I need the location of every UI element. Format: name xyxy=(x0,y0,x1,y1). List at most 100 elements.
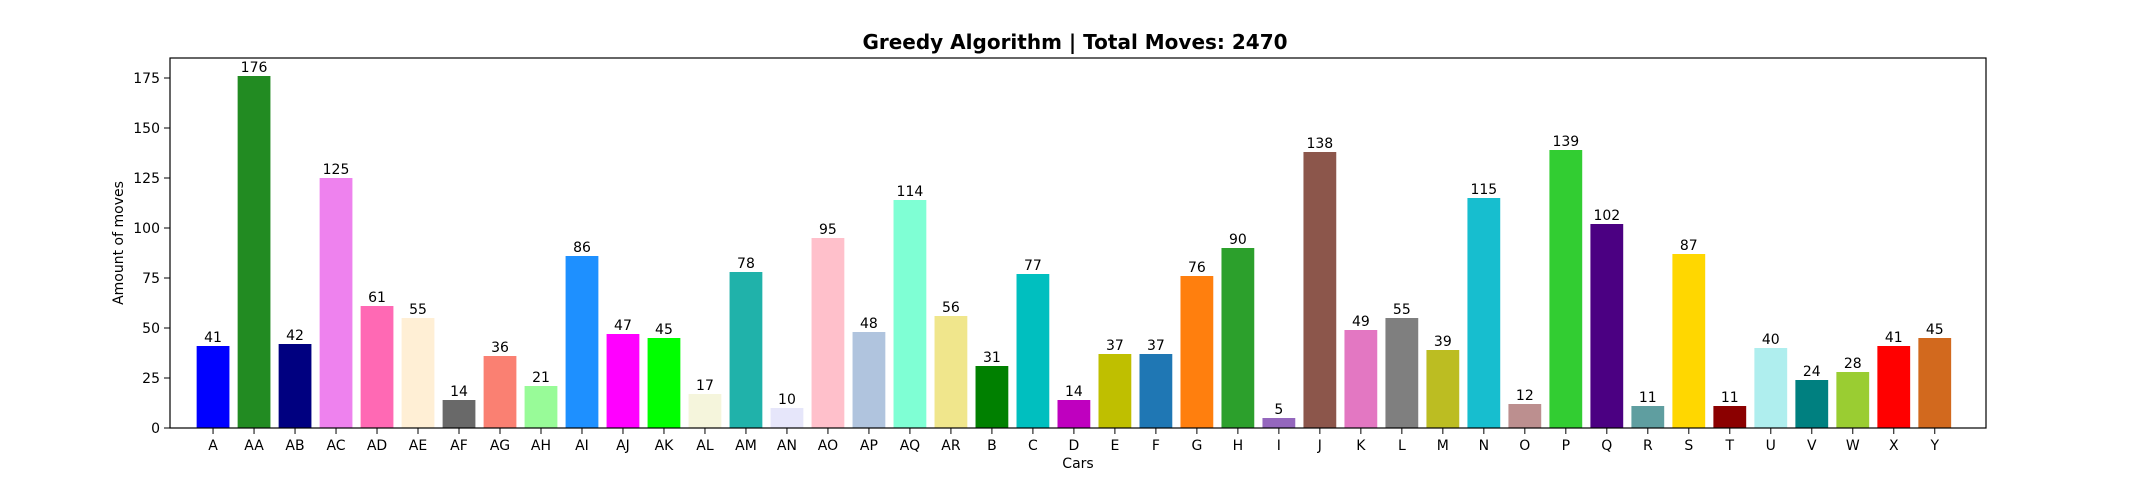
y-tick-label: 50 xyxy=(142,321,160,337)
plot-frame xyxy=(169,57,1987,429)
bar-y xyxy=(1918,338,1952,428)
data-label-ar: 56 xyxy=(942,300,960,316)
bar-k xyxy=(1344,330,1378,428)
bar-am xyxy=(729,272,763,428)
x-tick-label-ak: AK xyxy=(655,438,675,454)
bar-q xyxy=(1590,224,1624,428)
y-tick-label: 100 xyxy=(133,221,160,237)
bar-ar xyxy=(934,316,968,428)
bar-w xyxy=(1836,372,1870,428)
data-label-x: 41 xyxy=(1885,330,1903,346)
x-tick-label-ac: AC xyxy=(326,438,345,454)
bar-n xyxy=(1467,198,1501,428)
bar-ad xyxy=(360,306,394,428)
data-label-i: 5 xyxy=(1274,402,1283,418)
data-label-al: 17 xyxy=(696,378,714,394)
y-tick-label: 75 xyxy=(142,271,160,287)
data-label-k: 49 xyxy=(1352,314,1370,330)
chart-title: Greedy Algorithm | Total Moves: 2470 xyxy=(862,30,1287,54)
bars-group xyxy=(196,76,1952,428)
y-tick-label: 25 xyxy=(142,371,160,387)
x-tick-label-ar: AR xyxy=(941,438,961,454)
x-tick-label-k: K xyxy=(1356,438,1366,454)
bar-ae xyxy=(401,318,435,428)
data-label-l: 55 xyxy=(1393,302,1411,318)
data-label-a: 41 xyxy=(204,330,222,346)
data-label-u: 40 xyxy=(1762,332,1780,348)
data-label-o: 12 xyxy=(1516,388,1534,404)
bar-ai xyxy=(565,256,599,428)
x-axis-label: Cars xyxy=(1062,456,1093,472)
bar-v xyxy=(1795,380,1829,428)
data-label-aa: 176 xyxy=(241,60,268,76)
data-label-h: 90 xyxy=(1229,232,1247,248)
data-label-ad: 61 xyxy=(368,290,386,306)
data-label-ao: 95 xyxy=(819,222,837,238)
x-tick-label-e: E xyxy=(1110,438,1119,454)
data-label-j: 138 xyxy=(1306,136,1333,152)
x-tick-label-am: AM xyxy=(735,438,757,454)
bar-af xyxy=(442,400,476,428)
data-label-p: 139 xyxy=(1552,134,1579,150)
data-label-ae: 55 xyxy=(409,302,427,318)
data-label-aj: 47 xyxy=(614,318,632,334)
data-label-ak: 45 xyxy=(655,322,673,338)
x-tick-label-g: G xyxy=(1191,438,1202,454)
x-tick-label-j: J xyxy=(1317,438,1322,454)
x-tick-label-aq: AQ xyxy=(900,438,920,454)
x-tick-label-aa: AA xyxy=(244,438,264,454)
x-tick-label-a: A xyxy=(208,438,218,454)
bar-p xyxy=(1549,150,1583,428)
y-tick-label: 175 xyxy=(133,71,160,87)
x-tick-label-ap: AP xyxy=(860,438,878,454)
data-label-v: 24 xyxy=(1803,364,1821,380)
x-tick-label-d: D xyxy=(1069,438,1080,454)
bar-ac xyxy=(319,178,353,428)
bar-h xyxy=(1221,248,1255,428)
x-tick-label-h: H xyxy=(1233,438,1244,454)
y-axis: 0 25 50 75 100 125 150 175 xyxy=(133,71,170,437)
x-axis: A AA AB AC AD AE AF AG AH AI AJ AK AL AM AN AO AP AQ AR B C D… xyxy=(208,428,1939,454)
x-tick-label-ad: AD xyxy=(367,438,387,454)
bar-e xyxy=(1098,354,1132,428)
bar-aa xyxy=(237,76,271,428)
x-tick-label-s: S xyxy=(1684,438,1693,454)
x-tick-label-w: W xyxy=(1846,438,1860,454)
data-label-ab: 42 xyxy=(286,328,304,344)
data-label-c: 77 xyxy=(1024,258,1042,274)
x-tick-label-x: X xyxy=(1889,438,1899,454)
data-label-y: 45 xyxy=(1926,322,1944,338)
x-tick-label-aj: AJ xyxy=(616,438,630,454)
data-label-e: 37 xyxy=(1106,338,1124,354)
data-label-ap: 48 xyxy=(860,316,878,332)
bar-ao xyxy=(811,238,845,428)
x-tick-label-ab: AB xyxy=(285,438,304,454)
data-label-b: 31 xyxy=(983,350,1001,366)
data-label-d: 14 xyxy=(1065,384,1083,400)
bar-ag xyxy=(483,356,517,428)
x-tick-label-v: V xyxy=(1807,438,1817,454)
bar-al xyxy=(688,394,722,428)
y-tick-label: 150 xyxy=(133,121,160,137)
bar-ah xyxy=(524,386,558,428)
bar-ak xyxy=(647,338,681,428)
data-label-ah: 21 xyxy=(532,370,550,386)
bar-o xyxy=(1508,404,1542,428)
bar-f xyxy=(1139,354,1173,428)
bar-l xyxy=(1385,318,1419,428)
data-label-am: 78 xyxy=(737,256,755,272)
data-label-f: 37 xyxy=(1147,338,1165,354)
data-label-w: 28 xyxy=(1844,356,1862,372)
x-tick-label-b: B xyxy=(987,438,997,454)
bar-i xyxy=(1262,418,1296,428)
x-tick-label-ah: AH xyxy=(531,438,551,454)
x-tick-label-n: N xyxy=(1479,438,1489,454)
data-label-r: 11 xyxy=(1639,390,1657,406)
bar-b xyxy=(975,366,1009,428)
x-tick-label-ae: AE xyxy=(409,438,427,454)
bar-c xyxy=(1016,274,1050,428)
x-tick-label-c: C xyxy=(1028,438,1038,454)
data-label-an: 10 xyxy=(778,392,796,408)
